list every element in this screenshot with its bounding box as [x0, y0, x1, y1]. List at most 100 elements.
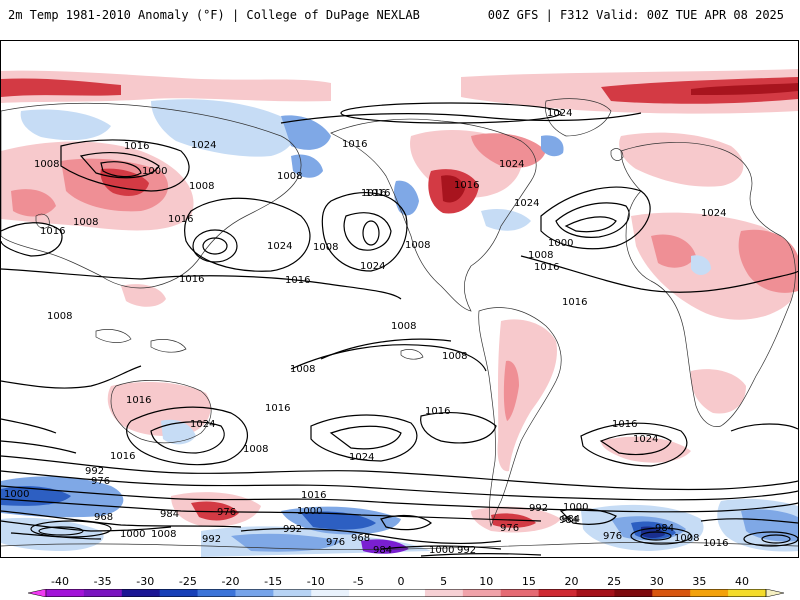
contour-label: 1016: [365, 188, 390, 199]
contour-label: 984: [561, 514, 580, 525]
colorbar-segment: [387, 589, 426, 597]
contour-label: 1016: [179, 274, 204, 285]
colorbar-segment: [159, 589, 199, 597]
colorbar-segment: [500, 589, 540, 597]
colorbar-tick-label: -5: [352, 575, 364, 588]
warm-anomaly-region: [738, 229, 798, 293]
contour-label: 992: [202, 534, 221, 545]
contour-label: 1008: [73, 217, 98, 228]
contour-label: 1016: [454, 180, 479, 191]
contour-label: 1000: [297, 506, 322, 517]
contour-label: 1008: [391, 321, 416, 332]
colorbar-segment: [197, 589, 236, 597]
contour-label: 1016: [110, 451, 135, 462]
contour-label: 984: [559, 515, 578, 526]
contour-label: 1000: [548, 238, 573, 249]
warm-anomaly-region: [441, 175, 465, 203]
contour-label: 1024: [499, 159, 524, 170]
warm-anomaly-region: [497, 319, 557, 472]
cold-anomaly-region: [691, 255, 711, 275]
anomaly-shading: [1, 69, 798, 557]
cold-anomaly-region: [291, 154, 323, 178]
colorbar-segment: [576, 589, 615, 597]
cold-anomaly-region: [161, 419, 196, 445]
contour-label: 1016: [124, 141, 149, 152]
contour-label: 1016: [361, 188, 386, 199]
contour-label: 968: [351, 533, 370, 544]
colorbar-segment: [46, 589, 85, 597]
warm-anomaly-region: [1, 78, 121, 97]
colorbar-tick-label: -25: [178, 575, 197, 588]
colorbar-segment: [652, 589, 691, 597]
contour-label: 992: [85, 466, 104, 477]
warm-anomaly-region: [690, 369, 746, 414]
cold-anomaly-region: [151, 99, 295, 157]
warm-anomaly-region: [619, 132, 744, 187]
colorbar-tick-label: -30: [136, 575, 155, 588]
colorbar-segment: [424, 589, 464, 597]
cold-anomaly-region: [301, 511, 376, 530]
header-bar: 2m Temp 1981-2010 Anomaly (°F) | College…: [0, 0, 800, 40]
contour-label: 1008: [277, 171, 302, 182]
temperature-anomaly-map[interactable]: 1024 1016 1024 1016 1008 1000 1008 1008 …: [1, 41, 798, 557]
model-run-info: 00Z GFS | F312 Valid: 00Z TUE APR 08 202…: [487, 8, 784, 22]
colorbar-segment: [462, 589, 502, 597]
contour-label: 1016: [40, 226, 65, 237]
colorbar-tick-label: 5: [440, 575, 448, 588]
colorbar-segment: [273, 589, 312, 597]
colorbar-legend: [28, 589, 784, 597]
contour-label: 1024: [633, 434, 658, 445]
colorbar-tick-label: -10: [306, 575, 325, 588]
contour-label: 1008: [528, 250, 553, 261]
colorbar-tick-label: 10: [479, 575, 494, 588]
contour-label: 1024: [701, 208, 726, 219]
contour-label: 1016: [342, 139, 367, 150]
contour-label: 1016: [126, 395, 151, 406]
warm-anomaly-region: [471, 133, 546, 168]
contour-label: 992: [283, 524, 302, 535]
colorbar-tick-label: 25: [607, 575, 622, 588]
map-panel[interactable]: 1024 1016 1024 1016 1008 1000 1008 1008 …: [0, 40, 799, 558]
cold-anomaly-region: [281, 115, 331, 150]
map-title: 2m Temp 1981-2010 Anomaly (°F) | College…: [8, 8, 420, 22]
cold-anomaly-region: [361, 539, 409, 554]
colorbar-segment: [235, 589, 274, 597]
warm-anomaly-region: [11, 189, 56, 217]
colorbar-tick-label: -20: [221, 575, 240, 588]
colorbar-tick-label: 15: [521, 575, 536, 588]
contour-label: 1008: [243, 444, 268, 455]
contour-labels: 1024 1016 1024 1016 1008 1000 1008 1008 …: [4, 108, 728, 556]
contour-label: 1024: [191, 140, 216, 151]
contour-label: 968: [94, 512, 113, 523]
contour-label: 1000: [429, 545, 454, 556]
contour-label: 1024: [360, 261, 385, 272]
contour-label: 1024: [514, 198, 539, 209]
contour-label: 1024: [349, 452, 374, 463]
contour-label: 1024: [267, 241, 292, 252]
contour-label: 992: [529, 503, 548, 514]
contour-label: 1000: [120, 529, 145, 540]
contour-label: 1016: [562, 297, 587, 308]
contour-label: 992: [457, 545, 476, 556]
contour-label: 1000: [4, 489, 29, 500]
colorbar-segment: [728, 589, 767, 597]
colorbar-min-arrow: [28, 589, 47, 597]
cold-anomaly-region: [20, 109, 111, 141]
warm-anomaly-region: [121, 284, 166, 307]
colorbar-tick-label: 20: [564, 575, 579, 588]
colorbar-tick-label: 30: [649, 575, 664, 588]
contour-label: 1016: [168, 214, 193, 225]
contour-label: 1008: [47, 311, 72, 322]
colorbar-tick-label: 40: [735, 575, 749, 588]
contour-label: 1000: [563, 502, 588, 513]
colorbar-tick-label: 35: [692, 575, 707, 588]
contour-label: 1008: [674, 533, 699, 544]
cold-anomaly-region: [541, 135, 564, 157]
cold-anomaly-region: [231, 533, 341, 552]
isobar-contours: [1, 102, 798, 557]
colorbar-tick-label: -35: [93, 575, 112, 588]
colorbar-tick-label: -40: [51, 575, 69, 588]
warm-anomaly-region: [651, 234, 696, 268]
contour-label: 1008: [442, 351, 467, 362]
coastlines: [1, 98, 798, 550]
